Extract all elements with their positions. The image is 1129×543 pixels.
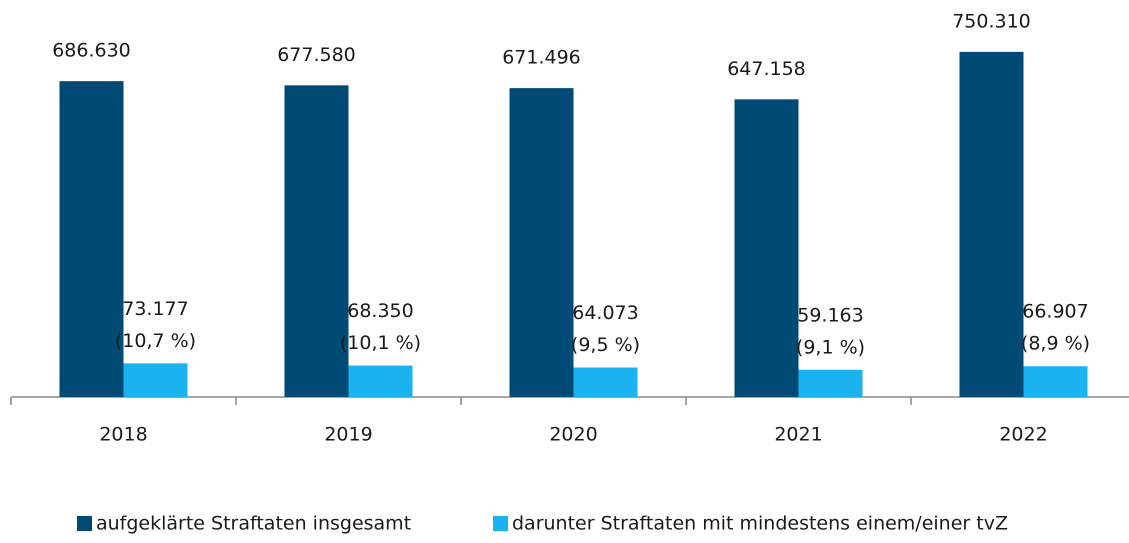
legend-label: aufgeklärte Straftaten insgesamt <box>96 513 411 535</box>
value-label: 64.073 <box>572 302 638 324</box>
bar <box>734 99 799 398</box>
bar <box>348 365 413 397</box>
bar <box>123 363 188 397</box>
bar <box>509 88 574 397</box>
legend-swatch <box>77 516 92 531</box>
legend-label: darunter Straftaten mit mindestens einem… <box>512 513 1008 535</box>
share-label: (9,1 %) <box>796 336 865 358</box>
x-tick-label: 2020 <box>549 424 597 446</box>
x-tick-label: 2018 <box>99 424 147 446</box>
share-label: (10,7 %) <box>115 330 196 352</box>
bar <box>798 369 863 397</box>
value-label: 686.630 <box>52 40 131 62</box>
legend-swatch <box>493 516 508 531</box>
bar <box>573 367 638 397</box>
value-label: 73.177 <box>122 298 188 320</box>
share-label: (8,9 %) <box>1021 333 1090 355</box>
x-tick-label: 2021 <box>774 424 822 446</box>
share-label: (9,5 %) <box>571 334 640 356</box>
value-label: 677.580 <box>277 44 356 66</box>
bar <box>1023 366 1088 397</box>
bar <box>284 85 349 397</box>
value-label: 671.496 <box>502 47 581 69</box>
bar <box>59 81 124 397</box>
value-label: 68.350 <box>347 300 413 322</box>
bar <box>959 51 1024 398</box>
x-tick-label: 2022 <box>999 424 1047 446</box>
x-tick-label: 2019 <box>324 424 372 446</box>
value-label: 66.907 <box>1022 301 1088 323</box>
value-label: 750.310 <box>952 10 1031 32</box>
value-label: 647.158 <box>727 58 806 80</box>
share-label: (10,1 %) <box>340 332 421 354</box>
value-label: 59.163 <box>797 304 863 326</box>
